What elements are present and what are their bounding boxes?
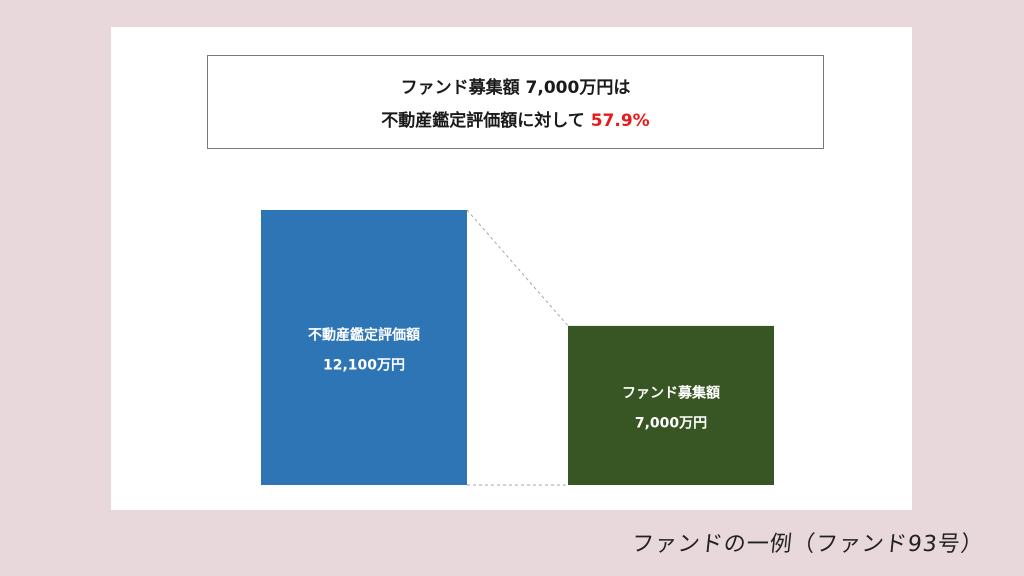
headline-line-2: 不動産鑑定評価額に対して 57.9% [381,106,649,131]
caption: ファンドの一例（ファンド93号） [630,532,986,557]
headline-ratio-value: 57.9% [590,111,650,131]
headline-line-1: ファンド募集額 7,000万円は [400,78,631,98]
bar-2-value-label: 7,000万円 [635,415,707,431]
bar-1 [261,210,467,485]
bar-1-category-label: 不動産鑑定評価額 [308,327,420,344]
bar-2-category-label: ファンド募集額 [622,384,720,401]
headline-line-2-prefix: 不動産鑑定評価額に対して [381,111,585,131]
chart-card: ファンド募集額 7,000万円は 不動産鑑定評価額に対して 57.9% 不動産鑑… [111,27,912,510]
connector-line-top [466,209,569,327]
bar-1-value-label: 12,100万円 [323,358,405,374]
bar-2 [568,325,774,485]
headline-box: ファンド募集額 7,000万円は 不動産鑑定評価額に対して 57.9% [207,55,824,149]
